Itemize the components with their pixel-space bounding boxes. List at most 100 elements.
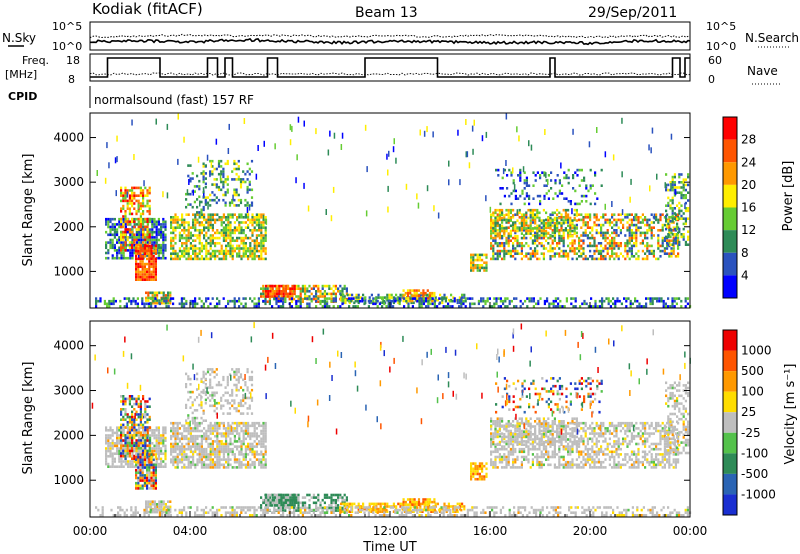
range-gate-cell bbox=[229, 252, 232, 255]
range-gate-cell bbox=[109, 436, 112, 440]
range-gate-cell bbox=[673, 183, 676, 187]
range-gate-cell bbox=[107, 455, 110, 458]
range-gate-cell bbox=[124, 452, 127, 455]
range-gate-cell bbox=[591, 255, 594, 258]
range-gate-cell bbox=[490, 221, 493, 225]
range-gate-cell bbox=[160, 462, 163, 466]
range-gate-cell bbox=[157, 249, 160, 252]
range-gate-cell bbox=[522, 166, 525, 173]
range-gate-cell bbox=[536, 239, 539, 242]
range-gate-cell bbox=[669, 207, 672, 210]
range-gate-cell bbox=[253, 242, 256, 245]
range-gate-cell bbox=[214, 453, 217, 456]
range-gate-cell bbox=[189, 242, 192, 245]
range-gate-cell bbox=[525, 223, 528, 227]
range-gate-cell bbox=[367, 305, 370, 308]
range-gate-cell bbox=[209, 252, 212, 255]
range-gate-cell bbox=[293, 284, 296, 288]
nsearch-label: N.Search bbox=[745, 31, 799, 45]
range-gate-cell bbox=[405, 183, 408, 190]
range-gate-cell bbox=[204, 172, 207, 175]
range-gate-cell bbox=[242, 239, 245, 242]
range-gate-cell bbox=[200, 429, 203, 433]
range-gate-cell bbox=[470, 264, 473, 267]
range-gate-cell bbox=[687, 209, 690, 213]
range-gate-cell bbox=[135, 210, 138, 213]
range-gate-cell bbox=[562, 242, 565, 245]
range-gate-cell bbox=[648, 223, 651, 227]
range-gate-cell bbox=[315, 284, 318, 288]
range-gate-cell bbox=[131, 236, 134, 239]
range-gate-cell bbox=[122, 454, 125, 458]
range-gate-cell bbox=[189, 257, 192, 261]
range-gate-cell bbox=[216, 297, 219, 300]
range-gate-cell bbox=[580, 168, 583, 172]
range-gate-cell bbox=[240, 226, 243, 229]
range-gate-cell bbox=[105, 429, 108, 432]
range-gate-cell bbox=[206, 201, 210, 205]
range-gate-cell bbox=[237, 175, 240, 179]
range-gate-cell bbox=[219, 174, 222, 181]
range-gate-cell bbox=[432, 131, 434, 138]
range-gate-cell bbox=[189, 429, 192, 433]
range-gate-cell bbox=[437, 212, 440, 219]
range-gate-cell bbox=[637, 255, 640, 258]
range-gate-cell bbox=[176, 429, 179, 433]
range-gate-cell bbox=[143, 453, 146, 456]
range-gate-cell bbox=[529, 211, 532, 215]
range-gate-cell bbox=[514, 234, 517, 238]
range-gate-cell bbox=[587, 189, 590, 193]
range-gate-cell bbox=[310, 299, 313, 303]
range-gate-cell bbox=[160, 223, 163, 226]
range-gate-cell bbox=[162, 429, 165, 432]
range-gate-cell bbox=[139, 447, 142, 450]
power-bg bbox=[90, 113, 690, 308]
range-gate-cell bbox=[538, 234, 541, 237]
range-gate-cell bbox=[624, 242, 627, 245]
range-gate-cell bbox=[507, 252, 510, 255]
range-gate-cell bbox=[155, 436, 158, 440]
range-gate-cell bbox=[363, 297, 366, 300]
range-gate-cell bbox=[409, 291, 412, 295]
range-gate-cell bbox=[111, 447, 114, 450]
range-gate-cell bbox=[547, 178, 549, 185]
range-gate-cell bbox=[503, 232, 506, 235]
range-gate-cell bbox=[575, 211, 578, 215]
range-gate-cell bbox=[365, 210, 368, 217]
range-gate-cell bbox=[508, 194, 511, 198]
range-gate-cell bbox=[606, 218, 609, 222]
range-gate-cell bbox=[131, 189, 134, 192]
range-gate-cell bbox=[271, 284, 274, 288]
range-gate-cell bbox=[402, 299, 405, 303]
range-gate-cell bbox=[297, 287, 300, 290]
range-gate-cell bbox=[656, 297, 659, 300]
range-gate-cell bbox=[506, 174, 509, 177]
range-gate-cell bbox=[554, 181, 557, 185]
range-gate-cell bbox=[628, 236, 631, 240]
range-gate-cell bbox=[519, 194, 522, 198]
range-gate-cell bbox=[237, 178, 240, 181]
range-gate-cell bbox=[150, 484, 153, 488]
range-gate-cell bbox=[191, 172, 194, 175]
range-gate-cell bbox=[200, 208, 203, 212]
range-gate-cell bbox=[657, 236, 660, 240]
range-gate-cell bbox=[224, 178, 227, 181]
range-gate-cell bbox=[148, 217, 151, 221]
range-gate-cell bbox=[512, 244, 515, 248]
range-gate-cell bbox=[601, 305, 604, 308]
range-gate-cell bbox=[185, 247, 188, 250]
range-gate-cell bbox=[144, 400, 147, 403]
range-gate-cell bbox=[178, 432, 181, 435]
range-gate-cell bbox=[224, 191, 227, 194]
range-gate-cell bbox=[222, 175, 225, 179]
range-gate-cell bbox=[498, 242, 501, 245]
range-gate-cell bbox=[640, 305, 643, 308]
range-gate-cell bbox=[120, 418, 123, 421]
range-gate-cell bbox=[146, 275, 149, 279]
range-gate-cell bbox=[218, 453, 221, 456]
range-gate-cell bbox=[148, 249, 151, 253]
range-gate-cell bbox=[301, 300, 304, 303]
range-gate-cell bbox=[538, 257, 541, 261]
range-gate-cell bbox=[572, 297, 575, 300]
range-gate-cell bbox=[143, 180, 145, 187]
